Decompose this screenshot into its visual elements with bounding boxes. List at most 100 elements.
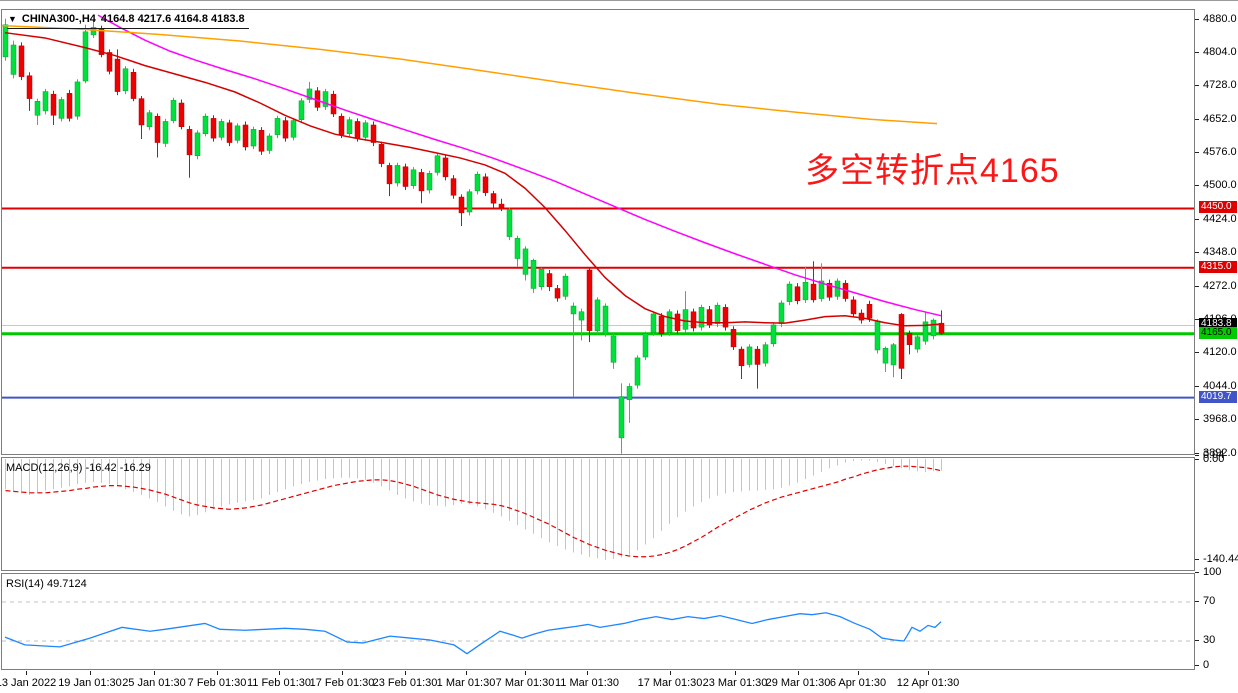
candle-up <box>594 297 601 334</box>
macd-histogram <box>5 459 942 560</box>
candle-up <box>786 281 793 306</box>
price-tick-label: 4804.0 <box>1203 45 1237 58</box>
candle-down <box>186 125 193 178</box>
rsi-axis-30: 30 <box>1203 634 1216 646</box>
candle-up <box>266 133 273 154</box>
rsi-panel[interactable]: RSI(14) 49.7124 <box>1 573 1195 670</box>
candle-down <box>722 304 729 331</box>
candle-down <box>938 310 945 336</box>
candle-down <box>706 306 713 329</box>
ma-fast-red <box>4 31 942 327</box>
candle-down <box>482 173 489 197</box>
time-tick <box>279 671 280 675</box>
candle-down <box>810 261 817 303</box>
axis-tick <box>1195 601 1199 602</box>
time-tick-label: 23 Feb 01:30 <box>372 677 438 689</box>
price-tick-label: 4424.0 <box>1203 212 1237 225</box>
level-price-badge-4165.0: 4165.0 <box>1199 326 1237 339</box>
symbol-dropdown-icon[interactable]: ▼ <box>8 13 17 24</box>
candle-up <box>202 113 209 137</box>
price-axis[interactable]: 4880.0 4804.0 4728.0 4652.0 4576.0 4500.0 4424… <box>1195 1 1238 671</box>
candle-up <box>650 311 657 336</box>
time-tick <box>858 671 859 675</box>
axis-tick <box>1195 51 1199 53</box>
candle-down <box>418 168 425 204</box>
candle-up <box>610 333 617 369</box>
time-tick <box>26 671 27 675</box>
candle-up <box>682 291 689 333</box>
candle-up <box>882 346 889 372</box>
macd-signal-line <box>5 465 942 558</box>
macd-axis-zero: 0.00 <box>1203 453 1225 465</box>
candle-up <box>290 117 297 141</box>
candlestick-plot[interactable] <box>2 10 1194 454</box>
candle-down <box>546 269 553 292</box>
candle-up <box>666 309 673 336</box>
axis-tick <box>1195 352 1199 354</box>
candle-up <box>762 342 769 367</box>
macd-indicator-label: MACD(12,26,9) -16.42 -16.29 <box>6 462 151 474</box>
time-tick-label: 11 Mar 01:30 <box>554 677 620 689</box>
candle-up <box>514 235 521 267</box>
candle-down <box>338 113 345 139</box>
candle-down <box>282 117 289 142</box>
candle-up <box>834 278 841 300</box>
candle-down <box>402 163 409 191</box>
macd-plot[interactable] <box>2 458 1194 570</box>
candle-up <box>410 167 417 189</box>
candle-up <box>874 319 881 354</box>
time-tick <box>90 671 91 675</box>
candle-up <box>922 311 929 345</box>
price-tick-label: 4120.0 <box>1203 346 1237 359</box>
candle-down <box>498 198 505 212</box>
candle-up <box>170 97 177 124</box>
candle-up <box>802 266 809 303</box>
axis-tick <box>1195 459 1199 460</box>
candle-down <box>210 115 217 142</box>
candle-up <box>618 383 625 454</box>
time-axis[interactable]: 13 Jan 2022 19 Jan 01:30 25 Jan 01:30 7 Feb… <box>0 671 1238 693</box>
axis-tick <box>1195 319 1199 321</box>
candle-up <box>394 162 401 187</box>
price-tick-label: 4652.0 <box>1203 112 1237 125</box>
time-tick <box>525 671 526 675</box>
candle-down <box>18 42 25 81</box>
time-tick-label: 6 Apr 01:30 <box>829 677 887 689</box>
pivot-annotation-text: 多空转折点4165 <box>805 152 1060 190</box>
candle-down <box>754 346 761 389</box>
candlesticks <box>2 18 945 454</box>
price-tick-label: 4576.0 <box>1203 146 1237 159</box>
axis-tick <box>1195 452 1199 454</box>
candle-down <box>138 95 145 140</box>
candle-up <box>890 342 897 378</box>
candle-up <box>10 40 17 79</box>
time-tick-label: 19 Jan 01:30 <box>58 677 122 689</box>
candle-up <box>746 344 753 368</box>
chart-title-bar: ▼ CHINA300-,H4 4164.8 4217.6 4164.8 4183… <box>7 13 249 29</box>
candle-down <box>130 68 137 102</box>
time-tick-label: 12 Apr 01:30 <box>896 677 960 689</box>
price-chart-panel[interactable]: ▼ CHINA300-,H4 4164.8 4217.6 4164.8 4183… <box>1 9 1195 455</box>
candle-down <box>258 127 265 155</box>
candle-up <box>234 123 241 144</box>
candle-down <box>378 141 385 168</box>
price-tick-label: 4272.0 <box>1203 279 1237 292</box>
macd-axis-min: -140.44 <box>1203 553 1238 565</box>
price-tick-label: 3968.0 <box>1203 413 1237 426</box>
candle-down <box>690 308 697 332</box>
candle-up <box>634 355 641 389</box>
candle-up <box>530 258 537 293</box>
candle-up <box>322 88 329 111</box>
candle-up <box>506 207 513 241</box>
candle-up <box>426 170 433 194</box>
time-tick-label: 29 Mar 01:30 <box>765 677 831 689</box>
time-tick <box>735 671 736 675</box>
ma-mid-magenta <box>97 14 942 317</box>
macd-panel[interactable]: MACD(12,26,9) -16.42 -16.29 <box>1 457 1195 571</box>
candle-up <box>146 110 153 131</box>
rsi-plot[interactable] <box>2 574 1194 669</box>
axis-tick <box>1195 455 1199 456</box>
level-price-badge-4450.0: 4450.0 <box>1199 201 1237 214</box>
candle-up <box>34 98 41 125</box>
level-price-badge-4315.0: 4315.0 <box>1199 260 1237 273</box>
